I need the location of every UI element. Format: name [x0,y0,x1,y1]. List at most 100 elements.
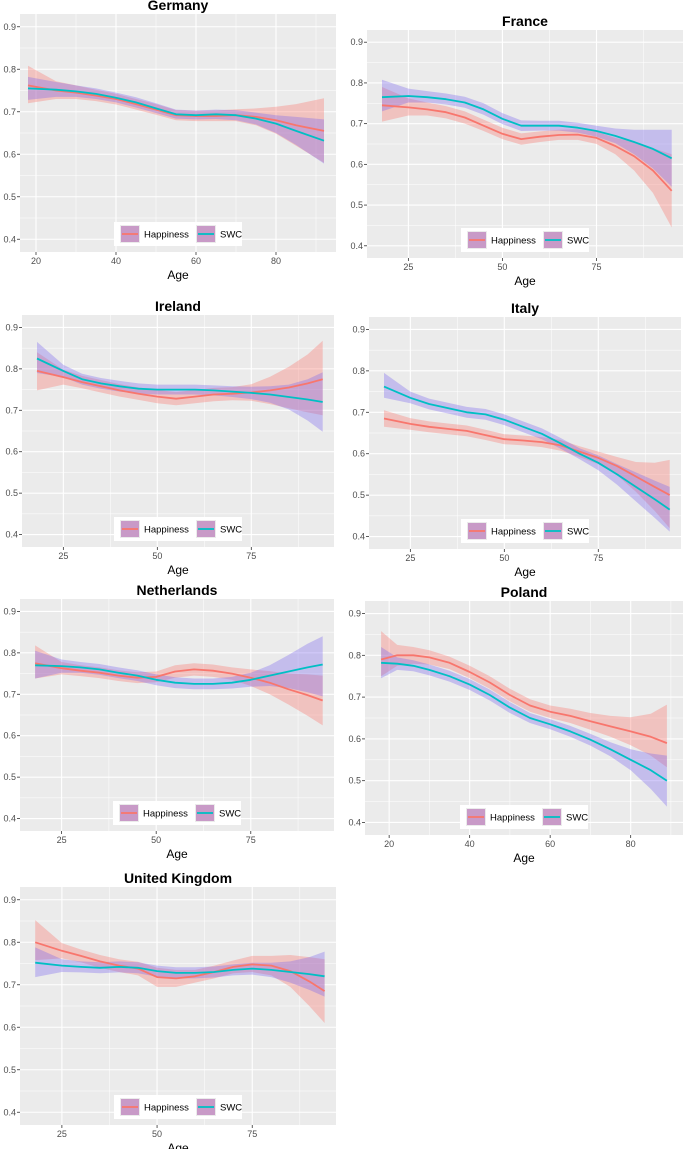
legend-key-happiness [120,520,140,538]
y-tick-label: 0.5 [5,488,18,498]
x-tick-label: 75 [593,553,603,563]
confidence-band-swc [37,341,323,432]
y-tick-label: 0.8 [3,64,16,74]
chart-title: Ireland [155,298,201,314]
y-tick-label: 0.4 [5,530,18,540]
legend-label: SWC [566,813,588,824]
chart-panel-3: 0.4 0.5 0.6 0.7 0.8 0.9 25 50 75 Ireland Age Happin… [5,298,334,577]
y-tick-label: 0.4 [3,814,16,824]
y-tick-label: 0.9 [3,22,16,32]
chart-panel-5: 0.4 0.5 0.6 0.7 0.8 0.9 25 50 75 Netherlands Age Ha… [3,582,334,861]
x-tick-label: 60 [545,839,555,849]
y-tick-label: 0.5 [3,192,16,202]
legend-label: Happiness [144,1103,189,1114]
legend-key-swc [196,1098,216,1116]
legend-label: SWC [567,236,589,247]
confidence-band-happiness [35,645,323,726]
legend-label: Happiness [491,527,536,538]
x-tick-label: 75 [591,262,601,272]
chart-panel-7: 0.4 0.5 0.6 0.7 0.8 0.9 25 50 75 United Kingdom Ag… [3,870,336,1149]
chart-panel-4: 0.4 0.5 0.6 0.7 0.8 0.9 25 50 75 Italy Age Happines… [352,300,681,579]
y-tick-label: 0.7 [350,119,363,129]
legend-key-happiness [120,1098,140,1116]
series-line-happiness [383,417,671,496]
x-tick-label: 40 [465,839,475,849]
legend-label: Happiness [491,236,536,247]
confidence-band-swc [381,647,667,807]
x-tick-label: 80 [271,256,281,266]
y-tick-label: 0.9 [5,322,18,332]
y-tick-label: 0.6 [352,449,365,459]
series-line-swc [35,961,325,978]
x-axis-label: Age [166,847,188,861]
y-tick-label: 0.8 [3,937,16,947]
legend-label: Happiness [144,230,189,241]
x-tick-label: 25 [403,262,413,272]
y-tick-label: 0.5 [350,200,363,210]
chart-title: United Kingdom [124,870,232,886]
legend-key-swc [196,225,216,243]
confidence-band-swc [384,372,670,532]
y-tick-label: 0.6 [3,1022,16,1032]
legend-label: SWC [220,525,242,536]
y-tick-label: 0.4 [3,234,16,244]
y-tick-label: 0.8 [348,650,361,660]
x-tick-label: 20 [31,256,41,266]
y-tick-label: 0.4 [3,1107,16,1117]
legend-key-swc [542,808,562,826]
x-axis-label: Age [513,851,535,865]
x-tick-label: 50 [152,551,162,561]
series-line-swc [383,385,671,511]
x-tick-label: 50 [497,262,507,272]
x-axis-label: Age [167,1141,189,1149]
x-tick-label: 25 [57,835,67,845]
y-tick-label: 0.5 [348,776,361,786]
y-tick-label: 0.7 [348,692,361,702]
y-tick-label: 0.7 [5,405,18,415]
x-tick-label: 20 [384,839,394,849]
y-tick-label: 0.6 [5,447,18,457]
y-tick-label: 0.5 [3,1065,16,1075]
confidence-band-happiness [37,340,323,416]
legend-key-happiness [120,225,140,243]
chart-title: Poland [501,584,548,600]
series-line-swc [35,663,323,685]
chart-panel-6: 0.4 0.5 0.6 0.7 0.8 0.9 20 40 60 80 Poland Age Happi… [348,584,683,865]
x-tick-label: 40 [111,256,121,266]
y-tick-label: 0.8 [352,366,365,376]
legend-label: SWC [220,230,242,241]
y-tick-label: 0.6 [348,734,361,744]
x-axis-label: Age [167,268,189,282]
y-tick-label: 0.8 [5,364,18,374]
y-tick-label: 0.9 [348,609,361,619]
x-tick-label: 75 [247,1129,257,1139]
y-tick-label: 0.5 [3,772,16,782]
y-tick-label: 0.4 [348,817,361,827]
legend-label: SWC [219,809,241,820]
legend-key-happiness [467,231,487,249]
y-tick-label: 0.5 [352,490,365,500]
legend: Happiness SWC [461,519,589,543]
confidence-band-happiness [382,87,672,228]
y-tick-label: 0.6 [3,731,16,741]
series-line-swc [36,357,323,403]
legend: Happiness SWC [114,222,242,246]
confidence-band-happiness [384,410,670,529]
x-tick-label: 75 [246,551,256,561]
y-tick-label: 0.4 [350,241,363,251]
chart-title: Italy [511,300,539,316]
x-axis-label: Age [167,563,189,577]
series-line-happiness [36,370,323,400]
legend-label: Happiness [144,525,189,536]
x-tick-label: 50 [499,553,509,563]
chart-panel-2: 0.4 0.5 0.6 0.7 0.8 0.9 25 50 75 France Age Happine… [350,13,683,288]
legend-key-happiness [467,522,487,540]
x-tick-label: 25 [57,1129,67,1139]
series-line-swc [381,95,673,160]
chart-title: France [502,13,548,29]
y-tick-label: 0.8 [350,78,363,88]
x-tick-label: 80 [626,839,636,849]
chart-title: Netherlands [137,582,218,598]
series-line-happiness [380,654,668,744]
legend: Happiness SWC [114,517,242,541]
